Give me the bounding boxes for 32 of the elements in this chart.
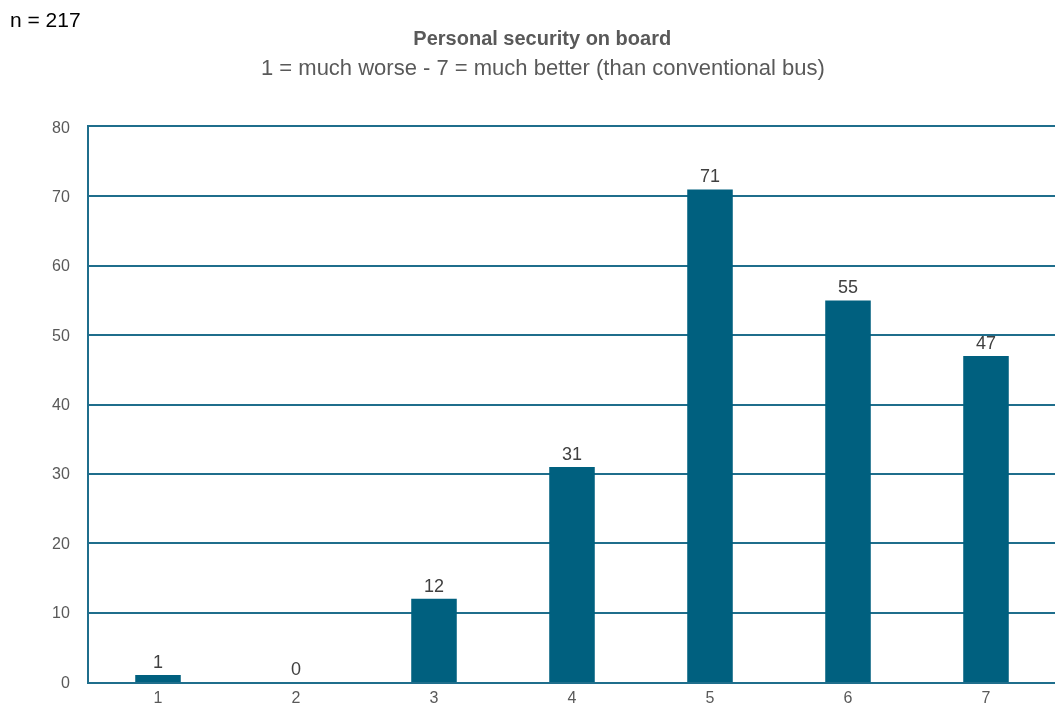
bar [963,355,1009,682]
text: n = 217 [10,8,81,31]
y-tick-label: 10 [52,604,70,622]
data-label: 1 [152,652,164,673]
x-tick-label: 5 [705,689,715,707]
x-tick-label: 7 [981,689,991,707]
data-label: 55 [837,277,859,298]
data-label: 71 [699,166,721,187]
y-tick-label: 30 [52,465,70,483]
y-tick-label: 80 [52,118,70,136]
x-tick-label: 6 [843,689,853,707]
x-tick-label: 3 [429,689,439,707]
data-label: 31 [561,443,583,464]
bar [411,598,457,682]
data-label: 12 [423,575,445,596]
bar [825,300,871,682]
y-tick-label: 60 [52,257,70,275]
x-tick-label: 4 [567,689,577,707]
y-tick-label: 0 [60,673,70,691]
chart-subtitle: 1 = much worse - 7 = much better (than conventional bus) [261,55,825,80]
data-label: 0 [290,659,302,679]
y-tick-label: 20 [52,534,70,552]
y-tick-label: 40 [52,396,70,414]
bar [687,189,733,682]
bar [135,675,181,682]
x-tick-label: 1 [153,689,163,707]
x-tick-label: 2 [291,689,301,707]
chart-title: Personal security on board [413,27,672,49]
y-tick-label: 70 [52,187,70,205]
bar [549,466,595,682]
y-tick-label: 50 [52,326,70,344]
data-label: 47 [975,332,997,353]
